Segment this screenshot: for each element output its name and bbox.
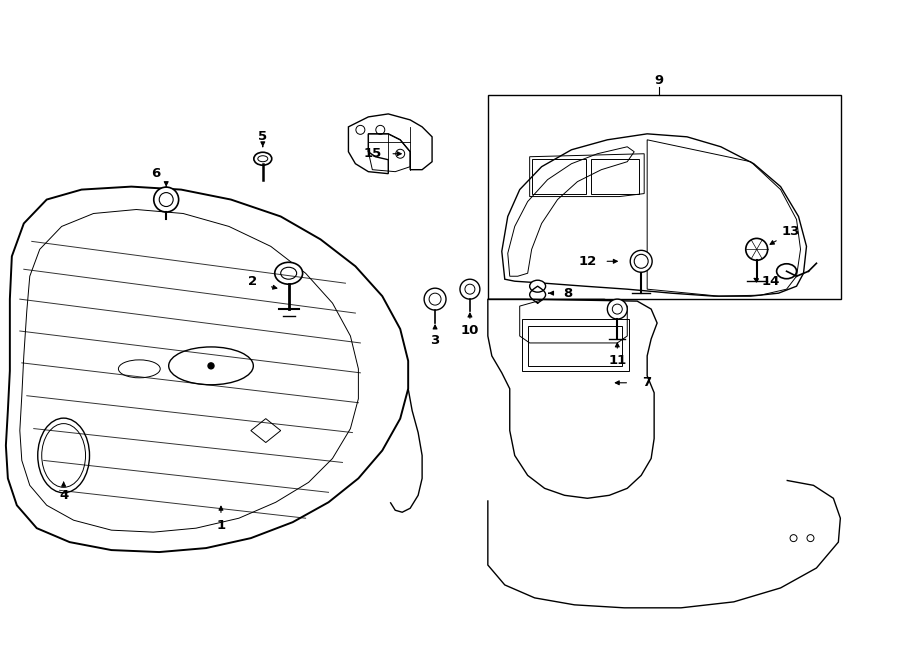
Text: 6: 6 bbox=[151, 167, 161, 180]
Text: 8: 8 bbox=[562, 287, 572, 299]
Text: 11: 11 bbox=[608, 354, 626, 368]
Bar bbox=[527, 326, 622, 366]
Ellipse shape bbox=[424, 288, 446, 310]
Ellipse shape bbox=[460, 279, 480, 299]
Text: 2: 2 bbox=[248, 275, 257, 288]
Ellipse shape bbox=[608, 299, 627, 319]
Ellipse shape bbox=[254, 152, 272, 165]
Text: 9: 9 bbox=[654, 73, 663, 87]
Ellipse shape bbox=[530, 280, 545, 292]
Text: 4: 4 bbox=[59, 488, 68, 502]
Text: 15: 15 bbox=[364, 147, 382, 160]
Ellipse shape bbox=[154, 187, 178, 212]
Ellipse shape bbox=[208, 363, 214, 369]
Text: 13: 13 bbox=[781, 225, 800, 238]
Text: 14: 14 bbox=[761, 275, 779, 288]
Text: 5: 5 bbox=[258, 130, 267, 143]
Ellipse shape bbox=[630, 251, 652, 272]
Bar bbox=[522, 319, 629, 371]
Text: 10: 10 bbox=[461, 325, 479, 338]
Bar bbox=[591, 159, 639, 194]
Ellipse shape bbox=[274, 262, 302, 284]
Text: 3: 3 bbox=[430, 334, 440, 348]
Bar bbox=[532, 159, 587, 194]
Text: 12: 12 bbox=[579, 254, 597, 268]
Text: 7: 7 bbox=[643, 376, 652, 389]
Ellipse shape bbox=[777, 264, 797, 279]
Text: 1: 1 bbox=[216, 519, 226, 531]
Ellipse shape bbox=[746, 239, 768, 260]
Bar bbox=[488, 95, 842, 299]
